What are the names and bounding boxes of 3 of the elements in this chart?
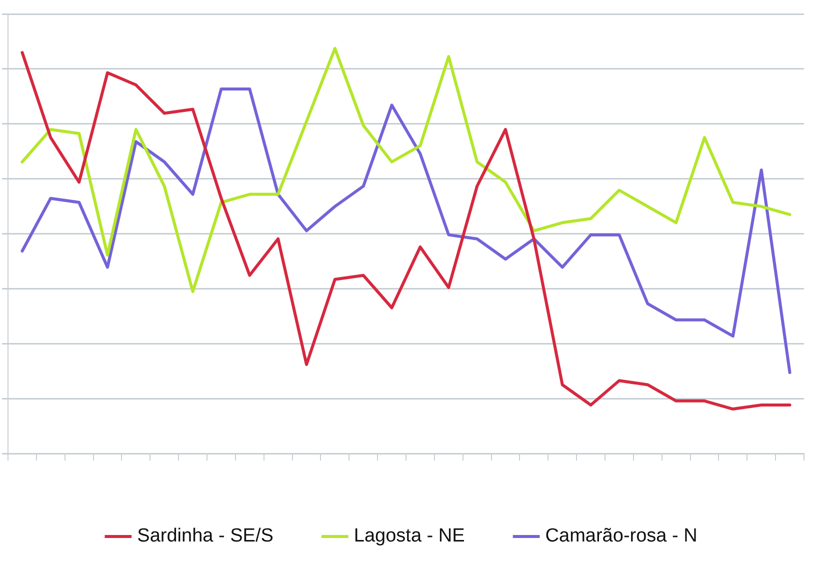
legend-label: Lagosta - NE: [354, 526, 465, 547]
legend-label: Camarão-rosa - N: [545, 526, 698, 547]
legend-label: Sardinha - SE/S: [137, 526, 274, 547]
